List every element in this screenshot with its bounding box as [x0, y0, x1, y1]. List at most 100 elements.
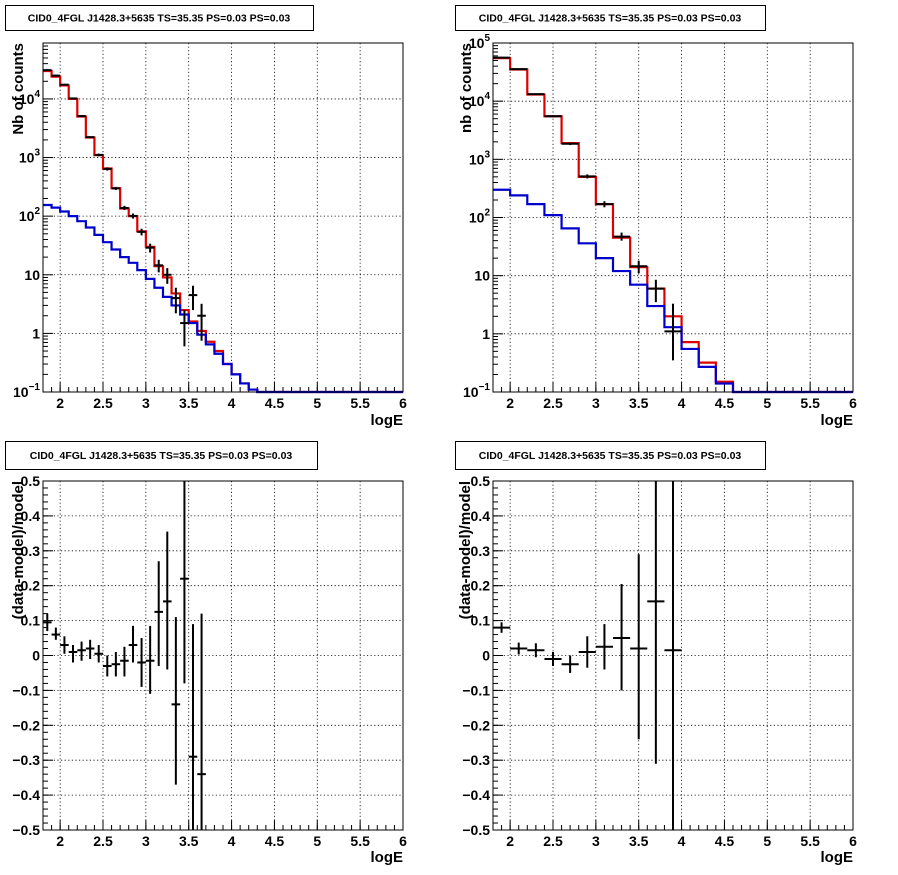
y-tick-label: 0.2 — [21, 578, 41, 594]
x-tick-label: 2 — [506, 395, 514, 411]
y-axis-label: Nb of counts — [10, 43, 27, 135]
x-tick-label: 2.5 — [93, 833, 113, 849]
chart-title-box — [5, 441, 318, 470]
x-tick-label: 6 — [849, 395, 857, 411]
chart-title-box — [455, 5, 766, 31]
x-tick-label: 4 — [678, 395, 686, 411]
y-tick-label: 0.3 — [471, 543, 491, 559]
chart-title: CID0_4FGL J1428.3+5635 TS=35.35 PS=0.03 … — [479, 13, 742, 25]
chart-panel-1: CID0_4FGL J1428.3+5635 TS=35.35 PS=0.03 … — [5, 5, 407, 429]
x-axis-label: logE — [821, 849, 854, 866]
y-tick-label: 1 — [482, 326, 490, 342]
plot-frame — [492, 480, 854, 831]
plot-frame — [42, 480, 404, 831]
data-points — [43, 69, 206, 347]
y-tick-label: 104 — [469, 91, 491, 109]
plot-frame — [492, 42, 854, 393]
chart-panel-2: CID0_4FGL J1428.3+5635 TS=35.35 PS=0.03 … — [455, 5, 857, 429]
grid — [43, 481, 403, 830]
x-tick-label: 5.5 — [350, 833, 370, 849]
data-points — [493, 56, 682, 361]
y-axis-label: (data-model)/model — [10, 481, 27, 619]
x-tick-label: 4.5 — [265, 833, 285, 849]
y-axis-label: (data-model)/model — [457, 481, 474, 619]
x-tick-label: 3 — [142, 395, 150, 411]
x-tick-label: 4.5 — [715, 395, 735, 411]
y-tick-label: 10−1 — [13, 382, 40, 400]
chart-title: CID0_4FGL J1428.3+5635 TS=35.35 PS=0.03 … — [479, 450, 742, 462]
y-tick-label: 0.5 — [21, 473, 41, 489]
x-tick-label: 5 — [313, 833, 321, 849]
chart-title: CID0_4FGL J1428.3+5635 TS=35.35 PS=0.03 … — [28, 13, 291, 25]
x-tick-label: 5.5 — [800, 395, 820, 411]
x-tick-label: 3 — [592, 395, 600, 411]
y-tick-label: 0.4 — [21, 508, 41, 524]
y-tick-label: 0.3 — [21, 543, 41, 559]
y-tick-label: −0.4 — [462, 787, 490, 803]
y-tick-label: 105 — [469, 33, 491, 51]
y-tick-label: 102 — [19, 206, 41, 224]
y-axis-label: nb of counts — [458, 43, 475, 133]
x-tick-label: 3.5 — [629, 395, 649, 411]
x-axis-label: logE — [821, 412, 854, 429]
x-tick-label: 5.5 — [350, 395, 370, 411]
y-tick-label: −0.1 — [12, 682, 40, 698]
chart-panel-4: CID0_4FGL J1428.3+5635 TS=35.35 PS=0.03 … — [455, 441, 857, 866]
chart-title-box — [455, 441, 766, 470]
y-tick-label: −0.4 — [12, 787, 40, 803]
x-tick-label: 3.5 — [629, 833, 649, 849]
y-tick-label: −0.3 — [12, 752, 40, 768]
series-2-histogram — [43, 203, 403, 394]
y-tick-label: 10−1 — [463, 382, 490, 400]
x-axis-label: logE — [371, 849, 404, 866]
y-tick-label: 0 — [32, 648, 40, 664]
x-tick-label: 4 — [228, 395, 236, 411]
x-tick-label: 6 — [399, 395, 407, 411]
x-tick-label: 2.5 — [543, 833, 563, 849]
y-tick-label: 0.2 — [471, 578, 491, 594]
data-points — [493, 481, 682, 830]
y-tick-label: 0 — [482, 648, 490, 664]
y-tick-label: 1 — [32, 325, 40, 341]
y-tick-label: −0.5 — [462, 822, 490, 838]
x-tick-label: 4 — [678, 833, 686, 849]
y-tick-label: 0.1 — [21, 613, 41, 629]
y-tick-label: −0.1 — [462, 682, 490, 698]
y-tick-label: 103 — [19, 148, 41, 166]
x-tick-label: 3 — [592, 833, 600, 849]
y-tick-label: 0.4 — [471, 508, 491, 524]
x-tick-label: 5 — [313, 395, 321, 411]
series-2-histogram — [493, 188, 853, 394]
y-tick-label: 104 — [19, 89, 41, 107]
x-tick-label: 6 — [849, 833, 857, 849]
x-tick-label: 3.5 — [179, 395, 199, 411]
y-tick-label: 102 — [469, 208, 491, 226]
x-tick-label: 2 — [56, 395, 64, 411]
x-tick-label: 5 — [763, 395, 771, 411]
x-tick-label: 2 — [56, 833, 64, 849]
y-tick-label: 10 — [474, 268, 490, 284]
x-tick-label: 4 — [228, 833, 236, 849]
y-tick-label: −0.3 — [462, 752, 490, 768]
x-tick-label: 2.5 — [543, 395, 563, 411]
y-tick-label: −0.5 — [12, 822, 40, 838]
x-axis-label: logE — [371, 412, 404, 429]
y-tick-label: −0.2 — [462, 717, 490, 733]
series-1-histogram — [43, 69, 403, 394]
x-tick-label: 4.5 — [265, 395, 285, 411]
y-tick-label: 10 — [24, 267, 40, 283]
x-tick-label: 2.5 — [93, 395, 113, 411]
y-tick-label: 0.5 — [471, 473, 491, 489]
plot-frame — [42, 42, 404, 393]
y-tick-label: −0.2 — [12, 717, 40, 733]
y-tick-label: 0.1 — [471, 613, 491, 629]
x-tick-label: 2 — [506, 833, 514, 849]
x-tick-label: 5.5 — [800, 833, 820, 849]
x-tick-label: 3 — [142, 833, 150, 849]
y-tick-label: 103 — [469, 149, 491, 167]
x-tick-label: 5 — [763, 833, 771, 849]
grid — [493, 43, 853, 392]
x-tick-label: 6 — [399, 833, 407, 849]
data-points — [43, 481, 206, 830]
x-tick-label: 3.5 — [179, 833, 199, 849]
